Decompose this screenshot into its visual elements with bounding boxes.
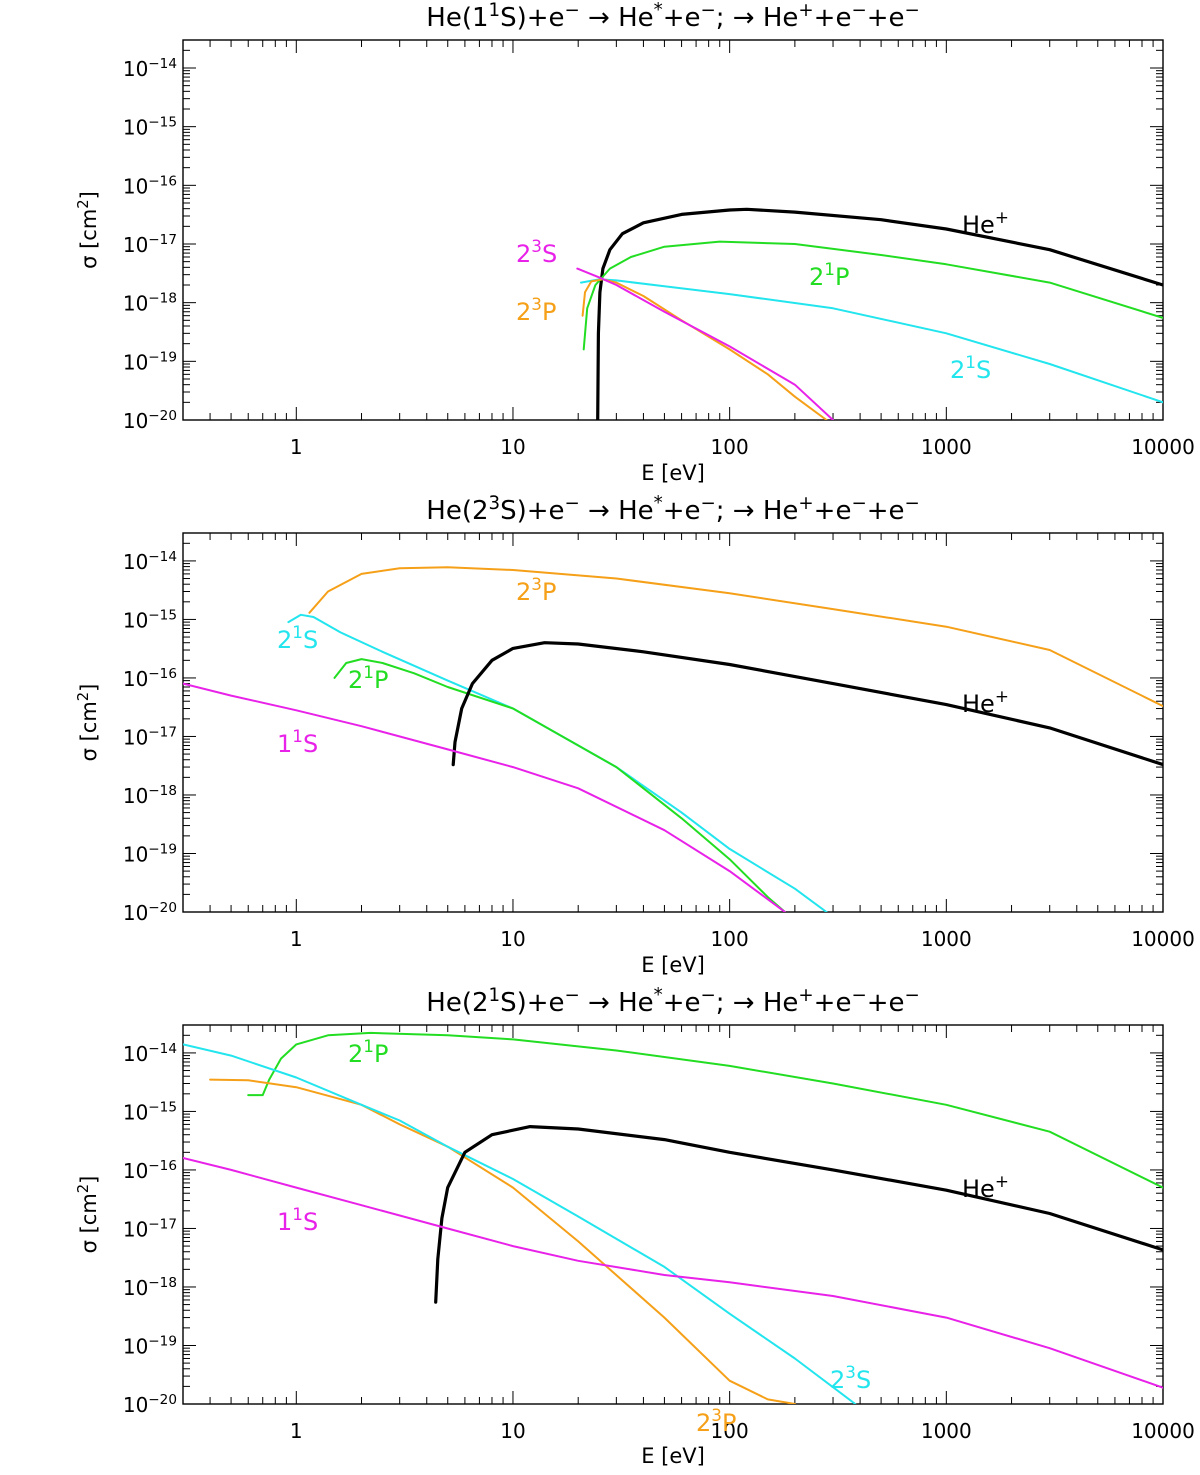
x-axis-label: E [eV] <box>641 953 705 977</box>
series-line-1 <box>247 1031 1163 1189</box>
x-tick-label: 100 <box>711 1419 749 1443</box>
series-label: He+ <box>962 1171 1009 1203</box>
y-tick-label: 10−19 <box>123 349 177 374</box>
series-label: 11S <box>277 726 318 758</box>
y-tick-label: 10−16 <box>123 1158 177 1183</box>
x-tick-label: 10000 <box>1131 1419 1195 1443</box>
series-lines <box>576 207 1163 420</box>
y-tick-label: 10−17 <box>123 724 177 749</box>
x-tick-label: 100 <box>711 927 749 951</box>
y-tick-label: 10−20 <box>123 408 177 433</box>
chart-title: He(11S)+e− → He*+e−; → He++e−+e− <box>426 0 919 33</box>
y-tick-label: 10−20 <box>123 900 177 925</box>
series-label: 23P <box>516 574 556 606</box>
series-line-1 <box>596 207 1163 420</box>
series-lines <box>183 1031 1163 1404</box>
y-tick-label: 10−16 <box>123 666 177 691</box>
chart-panel-1: He(11S)+e− → He*+e−; → He++e−+e− 1 10 100 10… <box>75 0 1195 485</box>
series-label: 23S <box>830 1362 871 1394</box>
x-tick-label: 10000 <box>1131 927 1195 951</box>
y-tick-label: 10−18 <box>123 291 177 316</box>
series-label: 23P <box>696 1405 736 1437</box>
series-label: He+ <box>962 207 1009 239</box>
series-line-2 <box>582 240 1163 351</box>
x-tick-label: 10000 <box>1131 435 1195 459</box>
series-line-2 <box>209 1078 796 1404</box>
plot-frame <box>182 532 1164 913</box>
y-tick-label: 10−17 <box>123 232 177 257</box>
series-label: 23P <box>516 294 556 326</box>
x-tick-label: 1000 <box>921 927 972 951</box>
series-label: 21S <box>950 352 991 384</box>
series-line-2 <box>287 613 828 912</box>
series-label: 21S <box>277 622 318 654</box>
y-tick-label: 10−20 <box>123 1392 177 1417</box>
chart-panel-3: He(21S)+e− → He*+e−; → He++e−+e− 1 10 100 10… <box>75 985 1195 1469</box>
series-line-4 <box>581 278 828 420</box>
x-tick-label: 1 <box>290 435 303 459</box>
plot-frame <box>182 39 1164 421</box>
series-label: He+ <box>962 686 1009 718</box>
series-label: 11S <box>277 1204 318 1236</box>
series-line-3 <box>580 278 1163 404</box>
series-line-5 <box>183 1157 1163 1389</box>
x-tick-label: 1000 <box>921 1419 972 1443</box>
x-axis-label: E [eV] <box>641 1444 705 1468</box>
series-line-4 <box>434 1124 1163 1304</box>
y-tick-label: 10−14 <box>123 1041 177 1066</box>
y-tick-label: 10−19 <box>123 1333 177 1358</box>
y-tick-label: 10−15 <box>123 607 177 632</box>
series-line-5 <box>576 267 834 420</box>
x-tick-label: 1 <box>290 1419 303 1443</box>
y-tick-label: 10−18 <box>123 783 177 808</box>
series-line-5 <box>183 682 786 912</box>
y-axis-label: σ [cm2] <box>75 191 102 269</box>
y-tick-label: 10−18 <box>123 1275 177 1300</box>
y-axis-label: σ [cm2] <box>75 684 102 762</box>
chart-title: He(23S)+e− → He*+e−; → He++e−+e− <box>426 493 919 527</box>
series-label: 21P <box>809 259 849 291</box>
y-tick-label: 10−15 <box>123 115 177 140</box>
series-label: 21P <box>348 1036 388 1068</box>
series-line-3 <box>183 1043 857 1404</box>
y-tick-label: 10−19 <box>123 841 177 866</box>
x-tick-label: 1 <box>290 927 303 951</box>
x-axis-label: E [eV] <box>641 461 705 485</box>
x-tick-label: 10 <box>500 927 525 951</box>
y-tick-label: 10−16 <box>123 173 177 198</box>
chart-title: He(21S)+e− → He*+e−; → He++e−+e− <box>426 985 919 1019</box>
chart-panel-2: He(23S)+e− → He*+e−; → He++e−+e− 1 10 100 10… <box>75 493 1195 978</box>
y-tick-label: 10−15 <box>123 1099 177 1124</box>
y-tick-label: 10−14 <box>123 56 177 81</box>
x-tick-label: 10 <box>500 435 525 459</box>
y-axis-label: σ [cm2] <box>75 1176 102 1254</box>
series-lines <box>183 566 1163 912</box>
series-line-4 <box>451 641 1163 767</box>
series-label: 21P <box>348 662 388 694</box>
series-line-1 <box>308 566 1163 708</box>
series-label: 23S <box>516 236 557 268</box>
y-tick-label: 10−14 <box>123 549 177 574</box>
x-tick-label: 10 <box>500 1419 525 1443</box>
y-tick-label: 10−17 <box>123 1216 177 1241</box>
x-tick-label: 1000 <box>921 435 972 459</box>
plot-frame <box>182 1024 1164 1405</box>
x-tick-label: 100 <box>711 435 749 459</box>
series-line-3 <box>333 658 786 912</box>
